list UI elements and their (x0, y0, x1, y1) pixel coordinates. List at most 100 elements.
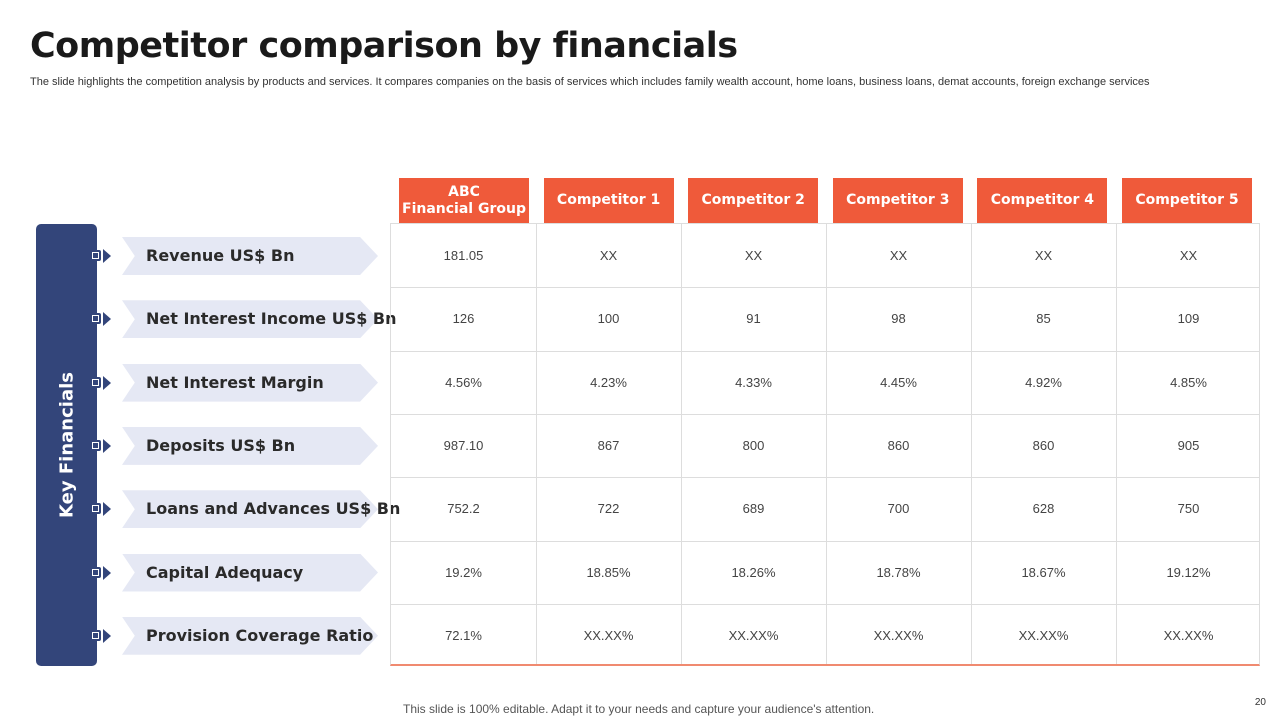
metric-row: Revenue US$ Bn (90, 237, 380, 275)
chevron-right-icon (103, 312, 111, 327)
connector-square-icon (90, 376, 101, 388)
table-cell: 4.92% (1025, 374, 1062, 390)
metric-label-shape (122, 553, 378, 592)
column-header-competitor-5: Competitor 5 (1122, 178, 1252, 223)
table-cell: 100 (597, 311, 620, 327)
table-cell: 800 (742, 437, 765, 453)
table-cell: 4.56% (445, 374, 482, 390)
table-cell: 722 (597, 501, 620, 517)
grid-divider (971, 224, 972, 664)
table-cell: 628 (1032, 501, 1055, 517)
metric-label: Net Interest Income US$ Bn (146, 309, 397, 329)
chevron-right-icon (103, 375, 111, 390)
connector-square-icon (90, 313, 101, 325)
metric-row: Net Interest Margin (90, 363, 380, 402)
metric-label-shape (122, 490, 378, 529)
key-financials-panel: Key Financials (36, 224, 97, 666)
metric-label: Revenue US$ Bn (146, 246, 295, 265)
slide-title: Competitor comparison by financials (30, 26, 738, 66)
table-cell: 126 (452, 311, 475, 327)
table-cell: XX (599, 248, 618, 263)
metric-label: Loans and Advances US$ Bn (146, 499, 401, 519)
grid-divider (391, 603, 1259, 605)
grid-divider (826, 224, 827, 664)
column-header-abc-financial-group: ABC Financial Group (399, 178, 529, 223)
metric-label-shape (122, 363, 378, 402)
table-cell: 109 (1177, 311, 1200, 327)
column-header-competitor-3: Competitor 3 (832, 178, 963, 223)
table-cell: XX (889, 248, 908, 263)
connector-square-icon (90, 250, 101, 261)
table-cell: 181.05 (443, 248, 484, 263)
table-cell: 18.78% (876, 564, 921, 580)
metric-label: Capital Adequacy (146, 562, 304, 582)
metric-label: Deposits US$ Bn (146, 435, 296, 455)
table-cell: XX (744, 248, 763, 263)
metric-label-shape (122, 616, 378, 655)
table-cell: XX.XX% (1018, 627, 1069, 643)
table-cell: 4.85% (1170, 374, 1207, 390)
grid-divider (391, 287, 1259, 289)
table-cell: 91 (746, 311, 761, 327)
table-cell: 689 (742, 501, 765, 517)
table-cell: XX (1179, 248, 1198, 263)
table-cell: 700 (887, 501, 910, 517)
chevron-right-icon (103, 502, 111, 517)
table-cell: 98 (891, 311, 906, 327)
metric-row: Provision Coverage Ratio (90, 616, 380, 655)
grid-divider (391, 477, 1259, 479)
metric-label-shape (122, 237, 378, 275)
grid-divider (681, 224, 682, 664)
metric-label: Net Interest Margin (146, 372, 324, 392)
column-header-competitor-4: Competitor 4 (977, 178, 1108, 223)
table-cell: XX.XX% (583, 627, 634, 643)
metric-label-shape (122, 426, 378, 465)
table-cell: XX.XX% (728, 627, 779, 643)
table-cell: XX.XX% (873, 627, 924, 643)
connector-square-icon (90, 439, 101, 451)
table-cell: 860 (887, 437, 910, 453)
grid-divider (391, 540, 1259, 542)
table-cell: 860 (1032, 437, 1055, 453)
table-cell: 72.1% (445, 627, 482, 643)
footer-note: This slide is 100% editable. Adapt it to… (403, 702, 875, 716)
page-number: 20 (1254, 697, 1266, 708)
table-cell: 18.67% (1021, 564, 1066, 580)
financials-table: 181.05 XX XX XX XX XX 126 100 91 98 85 109 4.56% 4.23… (390, 223, 1260, 666)
connector-square-icon (90, 566, 101, 578)
chevron-right-icon (103, 565, 111, 580)
table-cell: 905 (1177, 437, 1200, 453)
table-cell: 750 (1177, 501, 1200, 517)
table-cell: 18.85% (586, 564, 631, 580)
grid-divider (1116, 224, 1117, 664)
table-cell: 752.2 (447, 501, 480, 517)
connector-square-icon (90, 503, 101, 515)
table-cell: 19.2% (445, 564, 482, 580)
table-cell: XX.XX% (1163, 627, 1214, 643)
table-cell: 987.10 (443, 437, 484, 453)
metric-row: Deposits US$ Bn (90, 426, 380, 465)
connector-square-icon (90, 629, 101, 641)
grid-divider (391, 350, 1259, 352)
metric-row: Loans and Advances US$ Bn (90, 490, 400, 529)
chevron-right-icon (103, 249, 111, 263)
grid-divider (536, 224, 537, 664)
table-cell: 4.45% (880, 374, 917, 390)
table-cell: 18.26% (731, 564, 776, 580)
table-cell: 85 (1036, 311, 1051, 327)
table-cell: 867 (597, 437, 620, 453)
grid-divider (391, 413, 1259, 415)
table-cell: XX (1034, 248, 1053, 263)
column-header-competitor-1: Competitor 1 (543, 178, 674, 223)
key-financials-label: Key Financials (56, 372, 77, 518)
column-header-competitor-2: Competitor 2 (688, 178, 819, 223)
table-cell: 4.33% (735, 374, 772, 390)
metric-row: Capital Adequacy (90, 553, 380, 592)
metric-row: Net Interest Income US$ Bn (90, 300, 397, 339)
table-cell: 4.23% (590, 374, 627, 390)
metric-label: Provision Coverage Ratio (146, 625, 374, 645)
table-cell: 19.12% (1166, 564, 1211, 580)
chevron-right-icon (103, 438, 111, 453)
chevron-right-icon (103, 628, 111, 643)
metric-label-shape (122, 300, 378, 339)
